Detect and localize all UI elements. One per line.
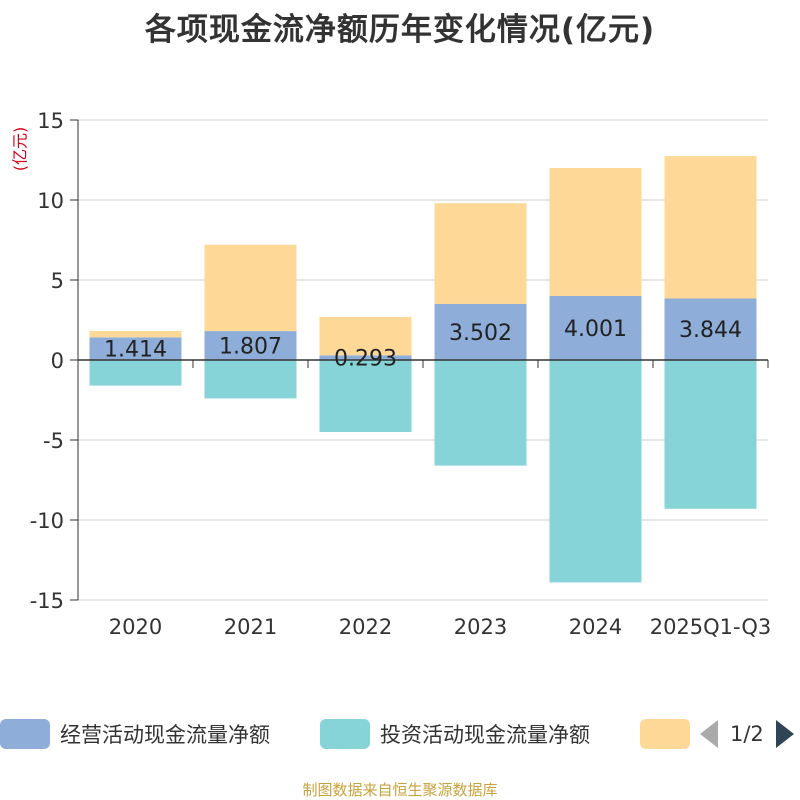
bar-2022-series3 — [319, 316, 412, 356]
chart-title: 各项现金流净额历年变化情况(亿元) — [144, 12, 656, 48]
data-label-2024: 4.001 — [564, 317, 627, 342]
data-label-2021: 1.807 — [219, 335, 282, 360]
data-label-2022: 0.293 — [334, 347, 397, 372]
y-tick-label: -15 — [30, 589, 64, 613]
data-label-2025Q1-Q3: 3.844 — [679, 318, 742, 343]
next-page-icon[interactable] — [775, 720, 794, 748]
y-tick-label: -5 — [43, 429, 64, 453]
chart-area: 15 10 5 0 -5 -10 -15 2020 2021 2022 2023 2024 2025Q1… — [30, 109, 772, 639]
y-tick-label: 15 — [37, 109, 64, 133]
legend-pager: 1/2 — [700, 716, 794, 752]
x-tick-label-2025Q1-Q3: 2025Q1-Q3 — [650, 615, 772, 639]
bar-2025Q1-Q3-series3 — [664, 156, 757, 299]
data-labels: 1.414 1.807 0.293 3.502 4.001 3.844 — [104, 317, 742, 372]
legend: 经营活动现金流量净额 投资活动现金流量净额 1/2 — [0, 716, 800, 756]
y-tick-label: -10 — [30, 509, 64, 533]
bar-2023-series2 — [434, 360, 527, 466]
legend-item-investing[interactable]: 投资活动现金流量净额 — [320, 716, 590, 752]
legend-swatch-operating — [0, 719, 50, 749]
prev-page-icon[interactable] — [700, 720, 718, 748]
bar-2025Q1-Q3-series1 — [664, 298, 757, 360]
bar-2025Q1-Q3-series2 — [664, 360, 757, 509]
bars — [89, 156, 757, 583]
x-tick-label-2024: 2024 — [569, 615, 622, 639]
data-source-note: 制图数据来自恒生聚源数据库 — [302, 781, 498, 799]
y-tick-label: 10 — [37, 189, 64, 213]
gridlines — [78, 119, 768, 601]
legend-swatch-third — [640, 719, 690, 749]
x-tick-label-2021: 2021 — [224, 615, 277, 639]
x-tick-label-2020: 2020 — [109, 615, 162, 639]
y-tick-label: 5 — [51, 269, 64, 293]
legend-item-third[interactable] — [640, 716, 690, 752]
legend-swatch-investing — [320, 719, 370, 749]
bar-2024-series3 — [549, 167, 642, 296]
bar-2024-series1 — [549, 295, 642, 360]
data-label-2020: 1.414 — [104, 338, 167, 363]
bar-2020-series1 — [89, 337, 182, 360]
legend-item-operating[interactable]: 经营活动现金流量净额 — [0, 716, 270, 752]
bar-2021-series3 — [204, 244, 297, 332]
legend-label-investing: 投资活动现金流量净额 — [380, 723, 590, 747]
data-label-2023: 3.502 — [449, 321, 512, 346]
bar-2020-series2 — [89, 360, 182, 386]
x-tick-label-2023: 2023 — [454, 615, 507, 639]
bar-2023-series3 — [434, 203, 527, 304]
legend-page-indicator: 1/2 — [730, 722, 764, 746]
bar-2021-series2 — [204, 360, 297, 399]
bar-2021-series1 — [204, 331, 297, 360]
bar-2022-series2 — [319, 360, 412, 432]
bar-2024-series2 — [549, 360, 642, 583]
legend-label-operating: 经营活动现金流量净额 — [60, 723, 270, 747]
axes: 15 10 5 0 -5 -10 -15 2020 2021 2022 2023 2024 2025Q1… — [30, 109, 772, 639]
bar-2020-series3 — [89, 330, 182, 338]
y-tick-label: 0 — [51, 349, 64, 373]
x-tick-label-2022: 2022 — [339, 615, 392, 639]
bar-2023-series1 — [434, 303, 527, 360]
bar-2022-series1 — [319, 355, 412, 360]
